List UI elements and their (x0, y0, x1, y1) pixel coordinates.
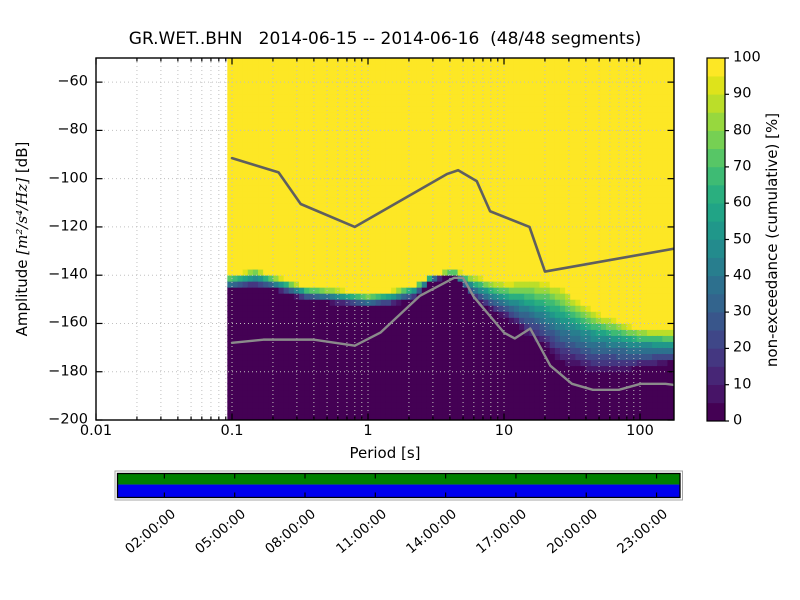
colorbar-tick-label: 70 (733, 158, 752, 175)
colorbar-tick-label: 40 (733, 267, 752, 284)
x-tick-label: 0.1 (220, 423, 244, 439)
y-tick-label: −80 (57, 122, 88, 139)
x-tick-label: 1 (363, 423, 373, 439)
y-axis-label-prefix: Amplitude (13, 254, 31, 337)
colorbar-tick-label: 30 (733, 303, 752, 320)
y-tick-label: −200 (48, 411, 88, 428)
y-tick-label: −160 (48, 315, 88, 332)
y-axis-label-suffix: [dB] (13, 141, 31, 178)
x-axis-label: Period [s] (349, 444, 421, 462)
plot-title: GR.WET..BHN 2014-06-15 -- 2014-06-16 (48… (128, 29, 642, 49)
y-axis-label-math: [m²/s⁴/Hz] (13, 177, 31, 255)
y-axis-label: Amplitude [m²/s⁴/Hz] [dB] (13, 142, 31, 337)
x-tick-label: 100 (626, 423, 654, 439)
x-tick-label: 0.01 (79, 423, 113, 439)
colorbar-label: non-exceedance (cumulative) [%] (763, 112, 781, 368)
x-tick-label: 10 (494, 423, 514, 439)
y-tick-label: −120 (48, 218, 88, 235)
colorbar-tick-label: 100 (733, 49, 761, 66)
y-tick-label: −140 (48, 266, 88, 283)
y-tick-label: −100 (48, 170, 88, 187)
colorbar-tick-label: 0 (733, 412, 743, 429)
colorbar-tick-label: 90 (733, 85, 752, 102)
colorbar-tick-label: 60 (733, 194, 752, 211)
colorbar-tick-label: 10 (733, 376, 752, 393)
y-tick-label: −180 (48, 363, 88, 380)
colorbar-tick-label: 50 (733, 231, 752, 248)
colorbar-tick-label: 80 (733, 122, 752, 139)
colorbar-tick-label: 20 (733, 340, 752, 357)
y-tick-label: −60 (57, 73, 88, 90)
